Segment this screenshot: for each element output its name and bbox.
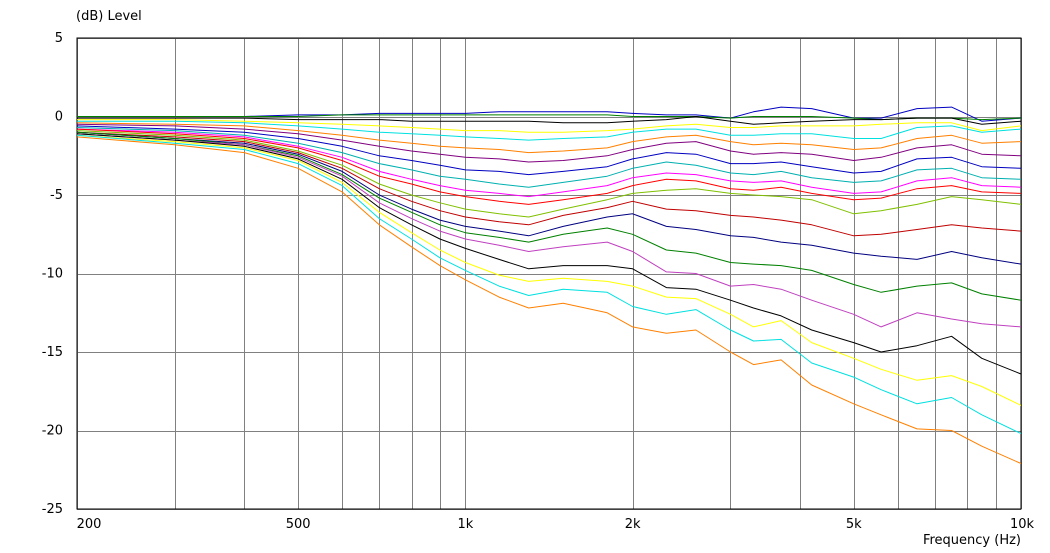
y-tick-label-3: -10	[42, 267, 63, 282]
series-line-8	[76, 125, 1022, 176]
series-line-5	[77, 120, 1022, 141]
plot-area-frame	[76, 37, 1022, 510]
x-tick-label-0: 200	[77, 517, 102, 532]
x-tick-label-2: 1k	[457, 517, 473, 532]
series-line-12	[76, 130, 1022, 218]
series-line-4	[77, 119, 1022, 133]
y-tick-label-2: -5	[50, 188, 63, 203]
tick-labels: 5 0 -5 -10 -15 -20 -25 200 500 1k 2k 5k 10k	[42, 31, 1035, 532]
y-tick-label-0: 5	[55, 31, 63, 46]
series-line-16	[76, 133, 1022, 328]
series-line-6	[76, 122, 1022, 154]
x-tick-label-3: 2k	[625, 517, 641, 532]
y-tick-label-6: -25	[42, 502, 63, 517]
y-tick-label-4: -15	[42, 345, 63, 360]
x-axis-title: Frequency (Hz)	[923, 533, 1021, 548]
series-line-7	[76, 123, 1022, 163]
series-line-17	[76, 133, 1022, 375]
series-line-11	[76, 128, 1022, 205]
y-axis-title: (dB) Level	[76, 9, 142, 24]
series-line-14	[76, 131, 1022, 265]
y-tick-label-1: 0	[55, 110, 63, 125]
y-tick-label-5: -20	[42, 424, 63, 439]
x-tick-label-4: 5k	[846, 517, 862, 532]
series-line-13	[76, 131, 1022, 237]
series-line-19	[76, 134, 1022, 435]
series-line-18	[76, 134, 1022, 406]
series-line-15	[76, 131, 1022, 301]
series-line-3	[77, 116, 1022, 125]
x-tick-label-1: 500	[286, 517, 311, 532]
x-tick-label-5: 10k	[1010, 517, 1035, 532]
series-line-9	[76, 127, 1022, 188]
series-line-20	[76, 136, 1022, 464]
series-line-10	[76, 128, 1022, 198]
series-lines	[76, 106, 1022, 464]
